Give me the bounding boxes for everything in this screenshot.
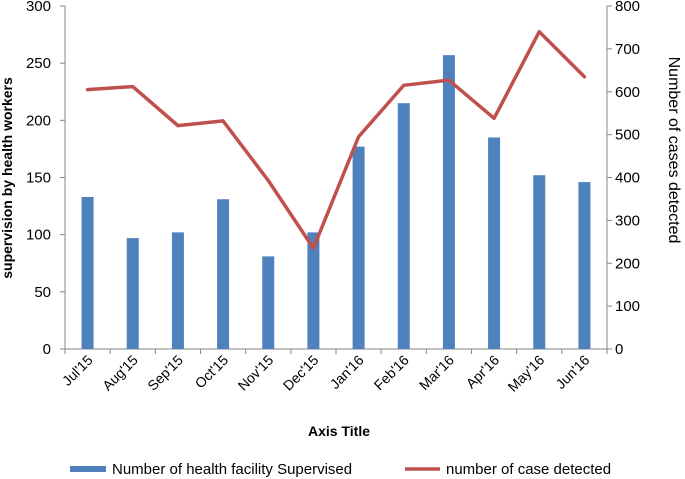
bar (262, 256, 275, 349)
y-axis-title: supervision by health workers (0, 77, 15, 279)
bar (578, 182, 591, 349)
y2-axis-title: Number of cases detected (665, 57, 682, 244)
line-series (85, 29, 587, 250)
x-tick-label: Aug'15 (99, 352, 141, 394)
x-tick-label: Dec'15 (280, 352, 322, 394)
y2-tick-label: 200 (615, 255, 640, 272)
y2-tick-label: 800 (615, 0, 640, 15)
x-axis-ticks: Jul'15 Aug'15 Sep'15 Oct'15 Nov'15 Dec'15 Jan'… (59, 349, 608, 395)
bar (397, 103, 410, 349)
legend-label-line: number of case detected (446, 461, 611, 478)
y2-tick-label: 0 (615, 341, 623, 358)
legend-label-bars: Number of health facility Supervised (112, 461, 352, 478)
series-line (85, 29, 587, 250)
x-tick-label: Feb'16 (371, 352, 412, 393)
bar (488, 137, 501, 349)
y-tick-label: 300 (26, 0, 51, 15)
x-tick-label: May'16 (504, 352, 547, 395)
bar (352, 146, 365, 349)
bar (81, 196, 94, 349)
y2-tick-label: 100 (615, 298, 640, 315)
y2-tick-label: 400 (615, 170, 640, 187)
x-axis-title: Axis Title (308, 423, 370, 439)
x-tick-label: Mar'16 (416, 352, 457, 393)
x-tick-label: Jan'16 (327, 352, 367, 392)
bar (126, 238, 139, 349)
y-tick-label: 50 (34, 284, 51, 301)
y-tick-label: 100 (26, 227, 51, 244)
y-tick-label: 150 (26, 170, 51, 187)
legend: Number of health facility Supervised num… (70, 461, 611, 478)
bar (307, 232, 320, 349)
bar (442, 55, 455, 350)
y-tick-label: 250 (26, 55, 51, 72)
y2-tick-label: 700 (615, 41, 640, 58)
y-axis-right-ticks: 0 100 200 300 400 500 600 700 800 (607, 0, 640, 358)
bar (533, 175, 546, 349)
x-tick-label: Sep'15 (144, 352, 186, 394)
bar (217, 199, 230, 349)
x-tick-label: Nov'15 (235, 352, 277, 394)
x-tick-label: Jul'15 (59, 352, 96, 389)
y-axis-left-ticks: 0 50 100 150 200 250 300 (26, 0, 65, 358)
x-tick-label: Oct'15 (192, 352, 232, 392)
y2-tick-label: 500 (615, 127, 640, 144)
x-tick-label: Jun'16 (552, 352, 592, 392)
y-tick-label: 200 (26, 112, 51, 129)
bar-series (81, 55, 591, 350)
legend-swatch-bars (70, 466, 106, 472)
y2-tick-label: 600 (615, 84, 640, 101)
bar (171, 232, 184, 349)
y-tick-label: 0 (43, 341, 51, 358)
x-tick-label: Apr'16 (463, 352, 503, 392)
y2-tick-label: 300 (615, 212, 640, 229)
